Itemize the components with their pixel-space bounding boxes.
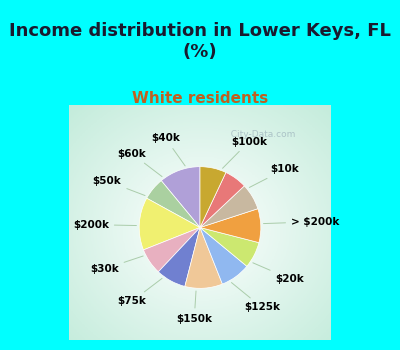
Text: $125k: $125k (232, 282, 280, 313)
Wedge shape (200, 186, 258, 228)
Text: $200k: $200k (73, 220, 136, 230)
Wedge shape (161, 167, 200, 228)
Text: City-Data.com: City-Data.com (225, 130, 296, 139)
Text: $40k: $40k (151, 133, 185, 166)
Text: > $200k: > $200k (264, 217, 340, 227)
Wedge shape (158, 228, 200, 286)
Text: White residents: White residents (132, 91, 268, 106)
Wedge shape (144, 228, 200, 272)
Text: $50k: $50k (93, 176, 145, 196)
Wedge shape (185, 228, 222, 288)
Wedge shape (200, 209, 261, 243)
Wedge shape (139, 198, 200, 250)
Text: $30k: $30k (90, 256, 143, 274)
Text: $60k: $60k (118, 149, 162, 177)
Wedge shape (147, 181, 200, 228)
Text: $100k: $100k (222, 136, 267, 168)
Text: $20k: $20k (253, 263, 304, 284)
Wedge shape (200, 228, 247, 284)
Text: $10k: $10k (249, 164, 299, 188)
Text: Income distribution in Lower Keys, FL
(%): Income distribution in Lower Keys, FL (%… (9, 22, 391, 61)
Wedge shape (200, 173, 244, 228)
Wedge shape (200, 228, 259, 266)
Wedge shape (200, 167, 226, 228)
Text: $150k: $150k (176, 291, 212, 323)
Text: $75k: $75k (118, 278, 162, 306)
